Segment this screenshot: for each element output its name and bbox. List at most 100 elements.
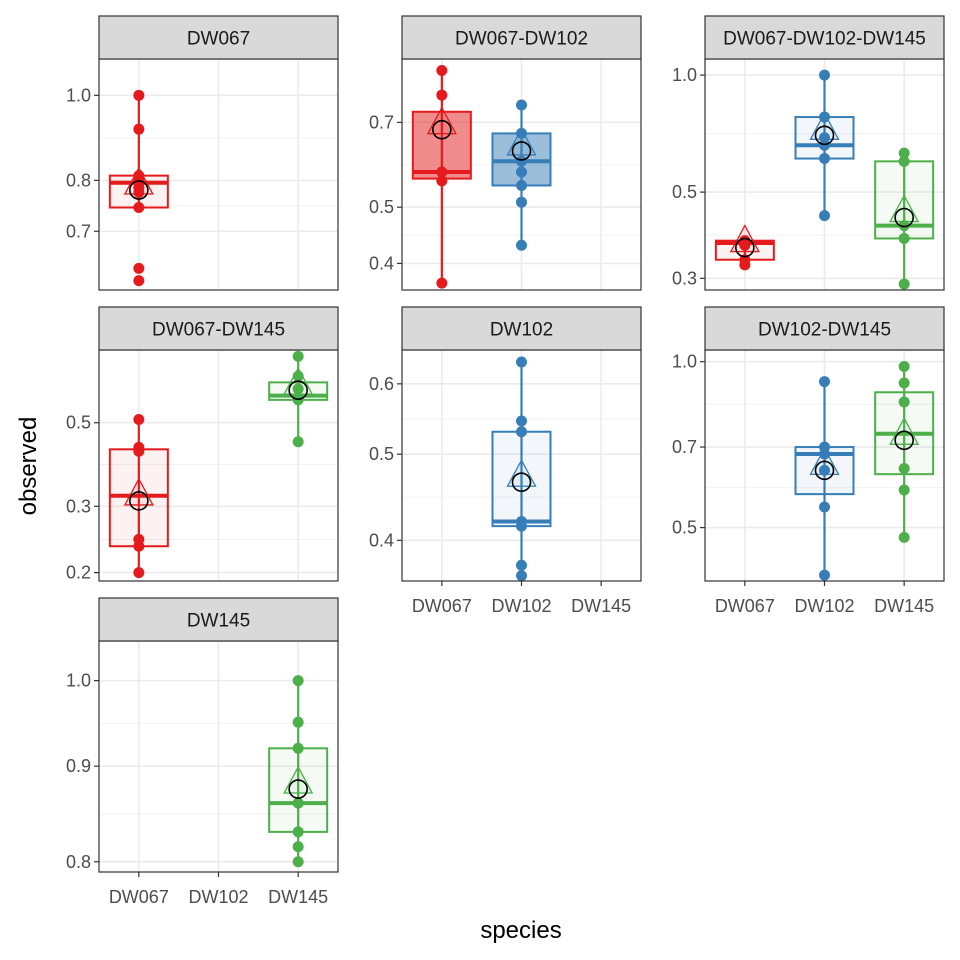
strip-background <box>98 15 339 60</box>
strip-label: DW067-DW102 <box>455 29 588 50</box>
strip-background <box>401 306 642 351</box>
strip-background <box>98 597 339 642</box>
data-point <box>898 220 910 232</box>
y-tick-label: 0.4 <box>369 530 394 550</box>
data-point <box>133 413 145 425</box>
y-tick-label: 1.0 <box>66 671 91 691</box>
data-point <box>898 278 910 290</box>
data-point <box>516 127 527 139</box>
panel: DW067-DW102-DW145 0.3 0.5 1.0 <box>672 15 945 291</box>
box-group-dw145 <box>874 147 935 290</box>
box-group-dw067 <box>714 224 775 271</box>
x-axis-title: species <box>480 917 561 944</box>
mean-circle <box>432 119 452 140</box>
mean-circle <box>288 779 308 799</box>
data-point <box>516 196 527 208</box>
panels: DW0670.70.81.0DW067-DW1020.40.50.7DW067-… <box>66 15 945 907</box>
data-point <box>133 275 145 287</box>
data-point <box>819 376 830 388</box>
x-tick-label: DW102 <box>491 596 551 616</box>
mean-circle <box>814 460 835 481</box>
data-point <box>133 262 145 274</box>
data-point <box>292 716 304 728</box>
strip-background <box>98 306 339 351</box>
y-tick-label: 0.5 <box>66 413 91 433</box>
x-tick-label: DW145 <box>268 887 328 907</box>
mean-circle <box>511 472 532 493</box>
data-point <box>898 232 910 244</box>
data-point <box>436 89 448 101</box>
mean-circle <box>894 430 914 451</box>
x-tick-label: DW102 <box>794 596 854 616</box>
data-point <box>133 89 145 101</box>
data-point <box>292 383 304 395</box>
y-tick-label: 0.8 <box>66 852 91 872</box>
y-tick-label: 0.5 <box>672 182 697 202</box>
y-tick-label: 0.5 <box>672 518 697 538</box>
x-tick-label: DW067 <box>715 596 775 616</box>
mean-circle <box>129 180 149 200</box>
data-point <box>819 132 830 144</box>
box-group-dw102 <box>491 99 552 251</box>
mean-circle <box>288 380 308 401</box>
data-point <box>292 350 304 362</box>
y-tick-label: 0.6 <box>369 374 394 394</box>
y-tick-label: 0.3 <box>66 496 91 516</box>
data-point <box>516 356 527 368</box>
data-point <box>898 484 910 496</box>
mean-circle <box>814 125 835 146</box>
panel: DW102-DW145 0.5 0.7 1.0 DW067 DW102 DW145 <box>672 306 945 616</box>
y-axis-title: observed <box>15 417 42 516</box>
data-point <box>739 235 751 247</box>
box-group-dw102 <box>794 69 855 222</box>
x-tick-label: DW067 <box>109 887 169 907</box>
panel: DW067-DW102 0.4 0.5 0.7 <box>369 15 642 291</box>
data-point <box>819 153 830 165</box>
box-group-dw102 <box>794 376 855 581</box>
data-point <box>819 464 830 476</box>
data-point <box>436 277 448 289</box>
x-tick-label: DW145 <box>874 596 934 616</box>
x-tick-label: DW067 <box>412 596 472 616</box>
y-tick-label: 0.2 <box>66 563 91 583</box>
data-point <box>436 64 448 76</box>
strip-label: DW067-DW102-DW145 <box>723 29 926 50</box>
data-point <box>516 516 527 528</box>
box-group-dw102 <box>491 356 552 582</box>
data-point <box>819 210 830 222</box>
mean-circle <box>735 237 755 258</box>
data-point <box>292 856 304 868</box>
data-point <box>133 567 145 579</box>
y-tick-label: 0.4 <box>369 253 394 273</box>
strip-background <box>704 15 945 60</box>
data-point <box>516 415 527 427</box>
data-point <box>292 436 304 448</box>
data-point <box>516 426 527 438</box>
data-point <box>516 155 527 167</box>
data-point <box>292 797 304 809</box>
mean-circle <box>894 207 914 228</box>
box <box>108 448 169 548</box>
data-point <box>133 533 145 545</box>
strip-label: DW102-DW145 <box>758 320 891 341</box>
strip-label: DW067-DW145 <box>152 320 285 341</box>
data-point <box>292 742 304 754</box>
data-point <box>436 166 448 178</box>
data-point <box>819 569 830 581</box>
data-point <box>898 361 910 373</box>
x-tick-label: DW102 <box>188 887 248 907</box>
data-point <box>898 155 910 167</box>
mean-circle <box>511 141 532 161</box>
box-group-dw145 <box>268 675 329 868</box>
strip-label: DW067 <box>187 29 250 50</box>
data-point <box>819 69 830 81</box>
y-tick-label: 0.8 <box>66 170 91 190</box>
panel: DW067 0.7 0.8 1.0 <box>66 15 339 291</box>
box-group-dw067 <box>108 413 169 579</box>
y-tick-label: 0.5 <box>369 197 394 217</box>
panel: DW145 0.8 0.9 1.0 DW067 DW102 DW145 <box>66 597 339 907</box>
y-tick-label: 1.0 <box>672 65 697 85</box>
panel: DW102 0.4 0.5 0.6 DW067 DW102 DW145 <box>369 306 642 616</box>
data-point <box>516 239 527 251</box>
